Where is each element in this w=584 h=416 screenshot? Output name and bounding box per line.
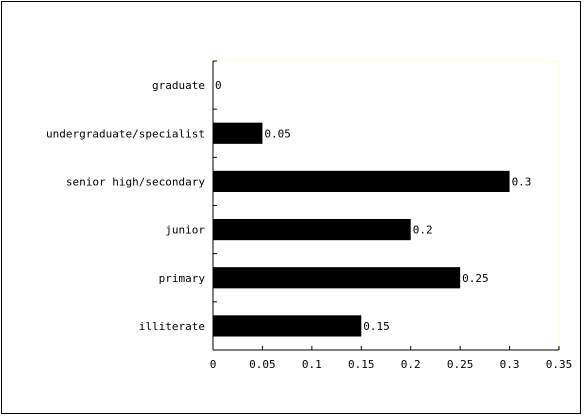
x-tick-label-0: 0	[210, 358, 217, 371]
axes-layer	[212, 60, 560, 351]
bars-layer	[213, 122, 510, 337]
category-label-0: graduate	[152, 79, 205, 92]
data-label-3: 0.2	[413, 224, 433, 237]
data-label-5: 0.15	[363, 320, 390, 333]
data-label-0: 0	[215, 79, 222, 92]
data-label-4: 0.25	[462, 272, 489, 285]
category-label-3: junior	[165, 224, 205, 237]
x-tick-label-6: 0.3	[500, 358, 520, 371]
bar-4	[213, 267, 461, 289]
x-tick-label-2: 0.1	[302, 358, 322, 371]
data-label-2: 0.3	[512, 175, 532, 188]
plot-area	[212, 60, 560, 351]
category-label-5: illiterate	[139, 320, 205, 333]
x-tick-label-1: 0.05	[249, 358, 276, 371]
category-label-4: primary	[159, 272, 206, 285]
data-label-1: 0.05	[264, 127, 291, 140]
bar-3	[213, 218, 411, 241]
bar-1	[213, 122, 263, 144]
labels-layer: 0 graduate 0.05 undergraduate/specialist 0.3…	[46, 79, 572, 371]
x-tick-label-4: 0.2	[401, 358, 421, 371]
bar-5	[213, 315, 362, 337]
x-tick-label-5: 0.25	[447, 358, 474, 371]
category-label-2: senior high/secondary	[66, 175, 205, 188]
bar-2	[213, 170, 510, 193]
x-tick-label-7: 0.35	[546, 358, 573, 371]
category-label-1: undergraduate/specialist	[46, 127, 205, 140]
x-tick-label-3: 0.15	[348, 358, 375, 371]
